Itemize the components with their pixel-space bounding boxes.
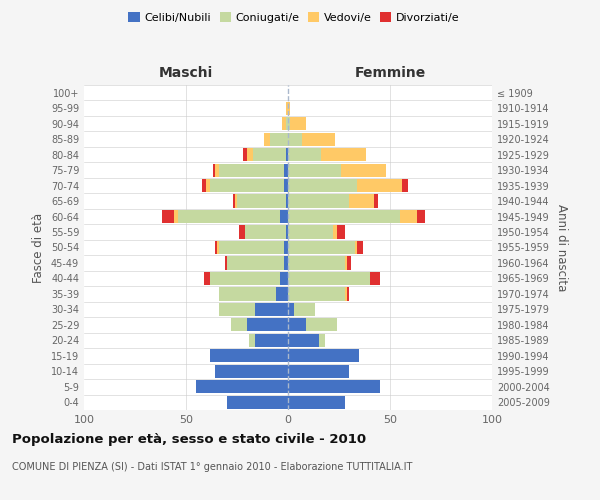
Y-axis label: Anni di nascita: Anni di nascita xyxy=(555,204,568,291)
Bar xyxy=(347,288,349,300)
Bar xyxy=(416,210,425,223)
Bar xyxy=(288,350,359,362)
Bar xyxy=(235,194,237,207)
Bar xyxy=(288,194,349,207)
Bar xyxy=(288,256,345,270)
Bar xyxy=(215,241,217,254)
Bar xyxy=(307,318,337,332)
Bar xyxy=(284,179,288,192)
Bar xyxy=(374,194,378,207)
Bar xyxy=(243,148,247,161)
Bar xyxy=(231,318,247,332)
Bar xyxy=(370,272,380,285)
Bar xyxy=(290,117,307,130)
Bar xyxy=(284,164,288,176)
Bar xyxy=(302,132,335,145)
Bar xyxy=(284,241,288,254)
Bar xyxy=(212,164,215,176)
Bar xyxy=(355,241,358,254)
Bar xyxy=(215,164,218,176)
Bar xyxy=(320,148,365,161)
Bar xyxy=(280,272,288,285)
Text: Popolazione per età, sesso e stato civile - 2010: Popolazione per età, sesso e stato civil… xyxy=(12,432,366,446)
Bar xyxy=(337,226,345,238)
Bar xyxy=(347,256,351,270)
Bar xyxy=(294,303,314,316)
Bar xyxy=(227,256,284,270)
Bar xyxy=(341,164,386,176)
Bar xyxy=(227,396,288,409)
Bar xyxy=(174,210,178,223)
Bar xyxy=(400,210,416,223)
Bar xyxy=(218,164,284,176)
Bar xyxy=(245,226,286,238)
Bar xyxy=(288,380,380,394)
Bar xyxy=(225,256,227,270)
Bar xyxy=(288,303,294,316)
Bar xyxy=(288,288,345,300)
Bar xyxy=(282,117,286,130)
Bar xyxy=(161,210,174,223)
Bar xyxy=(218,241,284,254)
Bar xyxy=(288,179,358,192)
Bar xyxy=(218,303,256,316)
Bar xyxy=(288,334,319,347)
Bar xyxy=(211,272,280,285)
Bar xyxy=(276,288,288,300)
Bar xyxy=(288,148,320,161)
Bar xyxy=(269,132,288,145)
Bar xyxy=(288,364,349,378)
Bar xyxy=(211,179,284,192)
Bar xyxy=(288,102,290,115)
Bar xyxy=(288,318,307,332)
Bar xyxy=(319,334,325,347)
Bar xyxy=(217,241,218,254)
Text: Maschi: Maschi xyxy=(159,66,213,80)
Bar xyxy=(256,303,288,316)
Bar xyxy=(288,396,345,409)
Bar xyxy=(286,194,288,207)
Bar xyxy=(345,288,347,300)
Bar xyxy=(358,179,402,192)
Text: COMUNE DI PIENZA (SI) - Dati ISTAT 1° gennaio 2010 - Elaborazione TUTTITALIA.IT: COMUNE DI PIENZA (SI) - Dati ISTAT 1° ge… xyxy=(12,462,412,472)
Bar xyxy=(288,226,333,238)
Bar xyxy=(286,102,288,115)
Bar xyxy=(205,272,211,285)
Bar xyxy=(211,350,288,362)
Bar xyxy=(239,226,245,238)
Bar xyxy=(206,179,211,192)
Bar xyxy=(345,256,347,270)
Bar xyxy=(286,148,288,161)
Bar xyxy=(256,334,288,347)
Bar xyxy=(249,334,256,347)
Bar xyxy=(253,148,286,161)
Bar xyxy=(333,226,337,238)
Bar xyxy=(247,318,288,332)
Legend: Celibi/Nubili, Coniugati/e, Vedovi/e, Divorziati/e: Celibi/Nubili, Coniugati/e, Vedovi/e, Di… xyxy=(124,8,464,28)
Bar xyxy=(218,288,276,300)
Bar xyxy=(349,194,374,207)
Bar xyxy=(288,132,302,145)
Text: Femmine: Femmine xyxy=(355,66,425,80)
Bar xyxy=(288,164,341,176)
Bar xyxy=(280,210,288,223)
Bar xyxy=(286,117,288,130)
Bar xyxy=(402,179,409,192)
Bar xyxy=(215,364,288,378)
Bar xyxy=(284,256,288,270)
Bar xyxy=(263,132,269,145)
Bar xyxy=(247,148,253,161)
Bar xyxy=(288,210,400,223)
Bar xyxy=(358,241,364,254)
Bar xyxy=(288,241,355,254)
Bar xyxy=(196,380,288,394)
Bar xyxy=(288,272,370,285)
Bar xyxy=(286,226,288,238)
Bar xyxy=(288,117,290,130)
Bar xyxy=(202,179,206,192)
Bar xyxy=(237,194,286,207)
Bar xyxy=(178,210,280,223)
Bar xyxy=(233,194,235,207)
Y-axis label: Fasce di età: Fasce di età xyxy=(32,212,45,282)
